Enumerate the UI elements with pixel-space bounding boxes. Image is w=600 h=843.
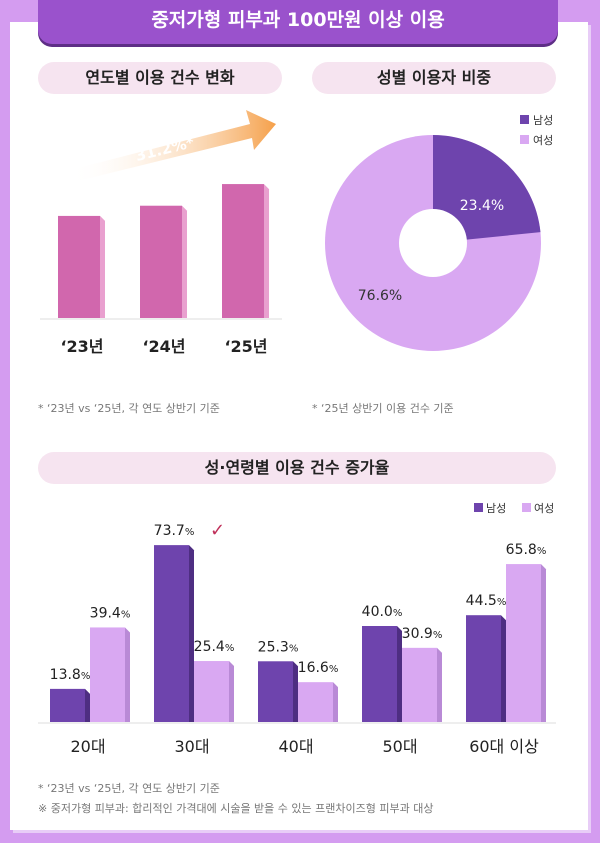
note-definition: ※ 중저가형 피부과: 합리적인 가격대에 시술을 받을 수 있는 프랜차이즈형…	[38, 802, 434, 815]
year-bar-side	[264, 184, 269, 318]
page-title: 중저가형 피부과 100만원 이상 이용	[38, 0, 558, 44]
category-label: 50대	[382, 737, 417, 756]
section-title-gender: 성별 이용자 비중	[312, 62, 556, 94]
bar-female	[298, 682, 333, 722]
bar-male	[154, 545, 189, 722]
year-bar	[140, 205, 182, 318]
bar-male-side	[85, 688, 90, 722]
bar-male	[258, 661, 293, 722]
bar-female-side	[333, 682, 338, 722]
bar-female-side	[541, 564, 546, 722]
value-label: 39.4%	[90, 605, 131, 621]
bar-female-side	[437, 647, 442, 722]
legend-label: 여성	[534, 502, 554, 515]
year-label: ‘25년	[224, 337, 267, 356]
bar-male	[50, 688, 85, 722]
bar-female-side	[125, 627, 130, 722]
pie-label-female: 76.6%	[358, 288, 402, 304]
value-label: 25.3%	[258, 639, 299, 655]
check-icon: ✓	[210, 520, 225, 541]
year-label: ‘24년	[142, 337, 185, 356]
legend-label: 여성	[533, 134, 553, 147]
value-label: 16.6%	[298, 660, 339, 676]
bar-male-side	[189, 545, 194, 722]
legend-swatch	[522, 503, 531, 512]
year-bar-side	[182, 205, 187, 318]
section-title-age: 성·연령별 이용 건수 증가율	[38, 452, 556, 484]
year-label: ‘23년	[60, 337, 103, 356]
year-bar	[58, 215, 100, 318]
pie-hole	[399, 209, 467, 277]
growth-label: 31.2%*	[134, 133, 197, 165]
category-label: 20대	[70, 737, 105, 756]
legend-label: 남성	[533, 114, 553, 127]
pie-slice-male	[433, 135, 541, 243]
note-gender: * ‘25년 상반기 이용 건수 기준	[312, 402, 454, 415]
bar-male-side	[397, 626, 402, 722]
bar-male-side	[501, 615, 506, 722]
bar-male	[362, 626, 397, 722]
growth-arrow	[70, 110, 276, 182]
legend-swatch	[520, 135, 529, 144]
section-title-yearly: 연도별 이용 건수 변화	[38, 62, 282, 94]
category-label: 40대	[278, 737, 313, 756]
bar-female	[194, 661, 229, 722]
bar-male	[466, 615, 501, 722]
value-label: 30.9%	[402, 626, 443, 642]
category-label: 60대 이상	[469, 737, 539, 756]
pie-label-male: 23.4%	[460, 198, 504, 214]
value-label: 40.0%	[362, 604, 403, 620]
bar-female	[90, 627, 125, 722]
value-label: 73.7%	[154, 523, 195, 539]
note-age-basis: * ‘23년 vs ‘25년, 각 연도 상반기 기준	[38, 782, 220, 795]
value-label: 25.4%	[194, 639, 235, 655]
note-yearly: * ‘23년 vs ‘25년, 각 연도 상반기 기준	[38, 402, 220, 415]
category-label: 30대	[174, 737, 209, 756]
value-label: 44.5%	[466, 593, 507, 609]
legend-swatch	[474, 503, 483, 512]
value-label: 65.8%	[506, 542, 547, 558]
year-bar	[222, 184, 264, 318]
bar-female	[506, 564, 541, 722]
legend-label: 남성	[486, 502, 506, 515]
year-bar-side	[100, 215, 105, 318]
bar-female	[402, 647, 437, 722]
value-label: 13.8%	[50, 667, 91, 683]
bar-female-side	[229, 661, 234, 722]
bar-male-side	[293, 661, 298, 722]
legend-swatch	[520, 115, 529, 124]
